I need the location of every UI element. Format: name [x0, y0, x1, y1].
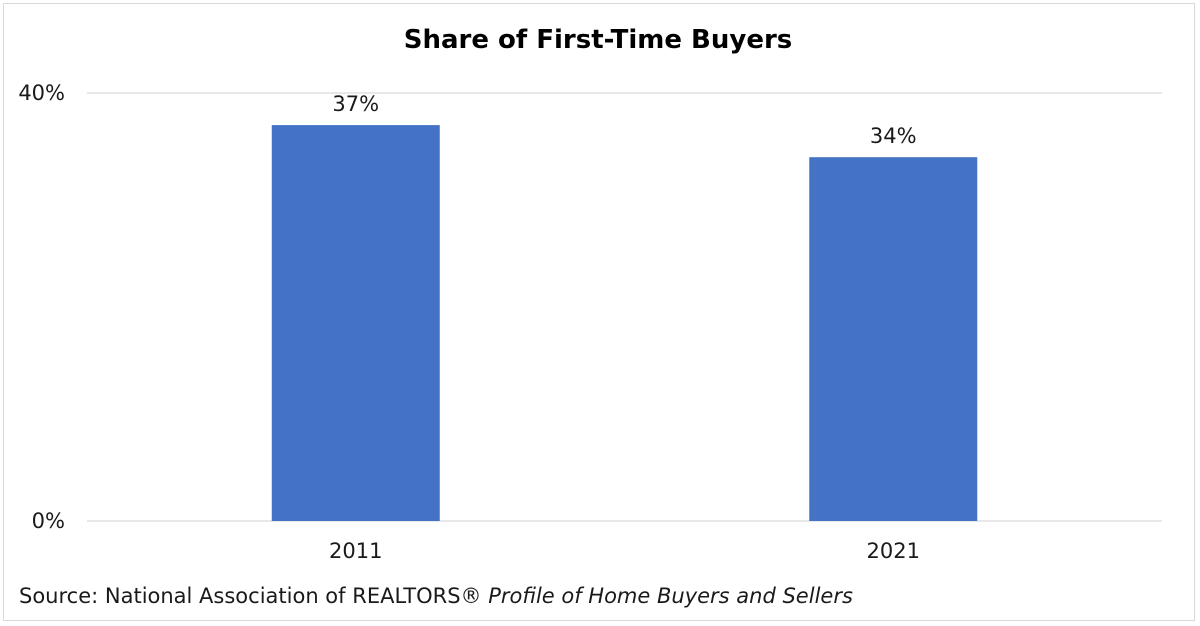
y-tick-label: 40% [18, 81, 65, 105]
y-tick-label: 0% [32, 509, 65, 533]
bar-2021 [809, 157, 978, 521]
gridlines [87, 92, 1162, 522]
data-label-2021: 34% [870, 124, 917, 148]
x-tick-label-2021: 2021 [867, 539, 920, 563]
labels: 0% 40% 37% 2011 34% 2021 [18, 81, 920, 563]
chart-title: Share of First-Time Buyers [404, 25, 793, 55]
source-note: Source: National Association of REALTORS… [19, 584, 853, 608]
bars [271, 125, 978, 521]
source-prefix: Source: National Association of REALTORS… [19, 584, 482, 608]
x-tick-label-2011: 2011 [329, 539, 382, 563]
data-label-2011: 37% [332, 92, 379, 116]
bar-2011 [271, 125, 440, 521]
source-publication: Profile of Home Buyers and Sellers [488, 584, 853, 608]
chart-frame [3, 3, 1195, 621]
